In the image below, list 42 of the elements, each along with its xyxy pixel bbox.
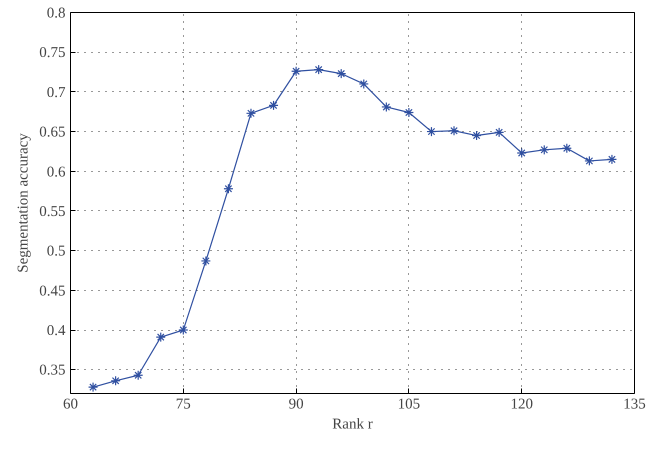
point <box>448 126 460 136</box>
y-tick-label: 0.4 <box>46 323 66 339</box>
x-axis-title: Rank r <box>332 416 373 432</box>
point <box>314 64 324 75</box>
point <box>494 127 504 138</box>
x-tick-label: 105 <box>398 396 420 412</box>
y-tick-label: 0.75 <box>39 45 66 62</box>
x-tick-label: 90 <box>288 396 304 412</box>
x-tick-label: 60 <box>63 396 78 412</box>
y-tick-label: 0.7 <box>46 84 66 101</box>
point <box>584 156 594 166</box>
x-tick-label: 75 <box>176 396 191 412</box>
y-tick-label: 0.8 <box>46 6 66 22</box>
y-tick-label: 0.45 <box>39 283 66 300</box>
point <box>223 184 234 194</box>
point <box>110 376 121 386</box>
point <box>471 130 482 141</box>
point <box>358 78 369 90</box>
point <box>606 154 618 164</box>
y-tick-label: 0.5 <box>46 244 66 260</box>
y-tick-label: 0.55 <box>39 204 66 220</box>
point <box>268 100 279 110</box>
point <box>156 332 166 342</box>
point <box>88 382 98 392</box>
y-tick-label: 0.35 <box>39 362 66 379</box>
point <box>133 370 144 380</box>
point <box>381 102 392 112</box>
point <box>426 126 437 137</box>
y-tick-label: 0.65 <box>39 124 66 141</box>
point <box>404 107 414 118</box>
point <box>516 148 527 158</box>
point <box>336 68 346 79</box>
x-tick-label: 120 <box>510 396 533 412</box>
point <box>539 144 550 155</box>
point <box>562 143 572 154</box>
y-tick-label: 0.6 <box>46 164 66 180</box>
point <box>246 108 256 118</box>
point <box>200 256 211 266</box>
point <box>291 66 302 76</box>
y-axis-title: Segmentation accuracy <box>15 132 32 273</box>
x-tick-label: 135 <box>623 396 646 412</box>
point <box>178 324 188 336</box>
